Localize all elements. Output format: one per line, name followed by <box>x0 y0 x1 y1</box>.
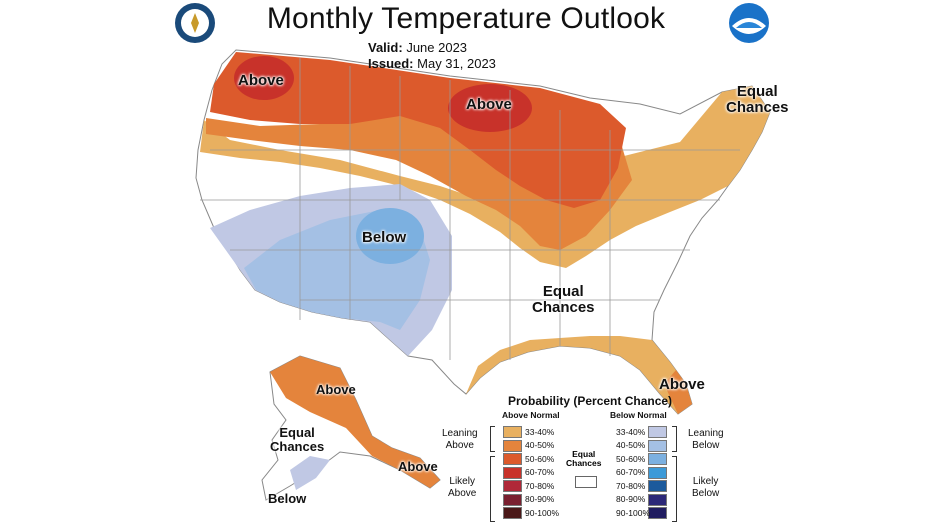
legend-equal-line1: Equal <box>572 449 596 459</box>
legend-above-swatch <box>503 466 522 479</box>
above-core-north <box>448 84 532 132</box>
legend-above-swatch-label: 40-50% <box>525 440 555 450</box>
legend-title: Probability (Percent Chance) <box>508 394 673 408</box>
valid-label: Valid: <box>368 40 403 55</box>
legend-likely-below-line2: Below <box>692 487 720 499</box>
label-above-pnw: Above <box>238 72 284 89</box>
legend-likely-below-line1: Likely <box>692 476 719 487</box>
label-equal-ne-line2: Chances <box>726 98 789 116</box>
legend-below-swatch <box>648 493 667 506</box>
above-core-pnw <box>234 56 294 100</box>
legend-below-swatch-label: 80-90% <box>616 494 646 504</box>
above-gulf-band <box>466 336 692 414</box>
legend-brace-leaning-below <box>672 426 677 452</box>
state-borders <box>200 58 740 360</box>
legend-above-swatch-label: 80-90% <box>525 494 555 504</box>
legend-equal-line2: Chances <box>566 458 602 469</box>
issued-line: Issued: May 31, 2023 <box>368 56 496 71</box>
legend-brace-likely-below <box>672 456 677 522</box>
above-band-33-40 <box>200 86 770 268</box>
legend-above-swatch-label: 70-80% <box>525 480 555 491</box>
label-equal-ak-line2: Chances <box>270 438 325 454</box>
legend-below-swatch <box>648 507 667 519</box>
legend-above-swatch-label: 50-60% <box>525 453 555 464</box>
legend-below-swatch <box>648 426 667 438</box>
label-below-sw: Below <box>362 229 407 246</box>
label-above-ak-se: Above <box>398 459 438 474</box>
issued-label: Issued: <box>368 56 414 71</box>
label-equal-south: Equal Chances <box>532 284 595 316</box>
legend-below-swatch <box>648 466 667 479</box>
label-above-fl: Above <box>659 376 705 393</box>
legend-above-swatch <box>503 493 522 506</box>
label-equal-ne: Equal Chances <box>726 84 789 116</box>
alaska-above <box>270 356 440 488</box>
label-above-ak: Above <box>316 382 356 397</box>
legend-below-swatch-label: 33-40% <box>616 426 646 437</box>
legend-below-swatch-label: 70-80% <box>616 480 646 491</box>
legend-below-swatch <box>648 439 667 452</box>
legend-leaning-below-line2: Below <box>692 439 720 451</box>
label-equal-south-line2: Chances <box>532 298 595 316</box>
legend-below-swatch <box>648 453 667 465</box>
legend-above-swatch-label: 90-100% <box>525 507 560 518</box>
above-band-50-60 <box>210 52 626 208</box>
page-title: Monthly Temperature Outlook <box>266 2 666 35</box>
alaska-below <box>290 456 330 490</box>
label-equal-south-line1: Equal <box>542 283 584 300</box>
doc-seal-icon <box>174 2 216 44</box>
legend-below-swatch-label: 50-60% <box>616 453 646 464</box>
legend-equal-label: Equal Chances <box>566 449 602 469</box>
legend-above-swatch <box>503 453 522 465</box>
label-below-ak: Below <box>268 491 307 506</box>
legend-above-heading: Above Normal <box>502 410 560 420</box>
legend-leaning-below: Leaning Below <box>688 428 724 451</box>
legend-leaning-below-line1: Leaning <box>688 428 724 439</box>
legend-above-swatch <box>503 426 522 438</box>
label-equal-ak-line1: Equal <box>279 425 315 440</box>
label-equal-ne-line1: Equal <box>736 83 778 100</box>
legend-above-swatch <box>503 507 522 519</box>
issued-value: May 31, 2023 <box>417 56 496 71</box>
legend-below-swatch-label: 40-50% <box>616 440 646 450</box>
legend-above-swatch-label: 60-70% <box>525 467 555 477</box>
valid-line: Valid: June 2023 <box>368 40 467 55</box>
legend-brace-leaning-above <box>490 426 495 452</box>
noaa-logo-icon <box>728 2 770 44</box>
above-fl-core <box>664 370 692 414</box>
legend-above-swatch-label: 33-40% <box>525 426 555 437</box>
label-above-north: Above <box>466 96 512 113</box>
legend-likely-above: Likely Above <box>448 476 476 499</box>
legend-leaning-above-line1: Leaning <box>442 428 478 439</box>
legend-brace-likely-above <box>490 456 495 522</box>
legend-leaning-above: Leaning Above <box>442 428 478 451</box>
valid-value: June 2023 <box>406 40 468 55</box>
legend-above-swatch <box>503 439 522 452</box>
legend-likely-above-line2: Above <box>448 487 477 499</box>
legend-likely-below: Likely Below <box>692 476 719 499</box>
label-equal-ak: Equal Chances <box>270 426 324 453</box>
legend-equal-swatch <box>575 476 597 488</box>
legend-leaning-above-line2: Above <box>445 439 474 451</box>
legend-below-swatch-label: 90-100% <box>616 507 651 518</box>
legend-likely-above-line1: Likely <box>449 476 475 487</box>
legend-below-heading: Below Normal <box>610 410 667 420</box>
legend-below-swatch <box>648 480 667 492</box>
legend-below-swatch-label: 60-70% <box>616 467 646 477</box>
legend-above-swatch <box>503 480 522 492</box>
